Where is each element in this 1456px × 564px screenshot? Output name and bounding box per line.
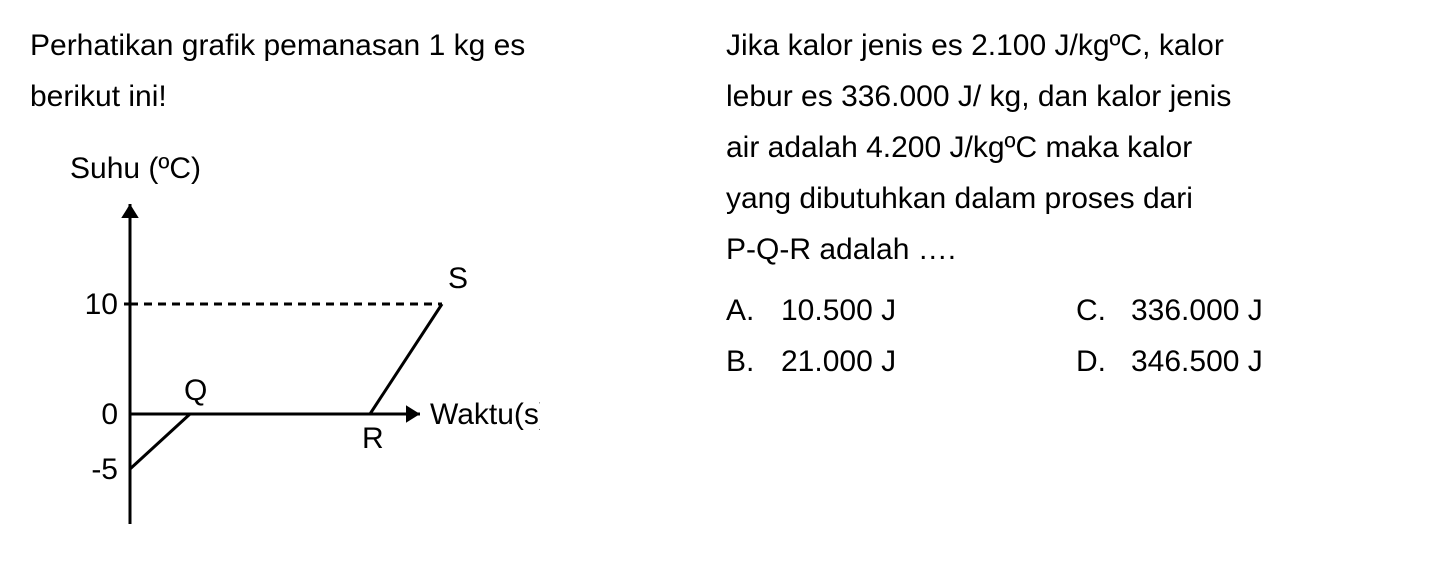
question-text: Jika kalor jenis es 2.100 J/kgºC, kalor …: [726, 20, 1426, 275]
answer-c-letter: C.: [1076, 285, 1131, 336]
answer-d-letter: D.: [1076, 336, 1131, 387]
right-column: Jika kalor jenis es 2.100 J/kgºC, kalor …: [706, 20, 1426, 544]
q-line-4: yang dibutuhkan dalam proses dari: [726, 182, 1193, 215]
answer-b-text: 21.000 J: [781, 336, 896, 387]
answers-col-1: A. 10.500 J B. 21.000 J: [726, 285, 1076, 387]
answer-a-letter: A.: [726, 285, 781, 336]
intro-text: Perhatikan grafik pemanasan 1 kg es beri…: [30, 20, 706, 122]
q-line-3: air adalah 4.200 J/kgºC maka kalor: [726, 131, 1192, 164]
answer-d: D. 346.500 J: [1076, 336, 1426, 387]
answer-a: A. 10.500 J: [726, 285, 1076, 336]
q-line-5: P-Q-R adalah ….: [726, 233, 956, 266]
svg-text:-5: -5: [91, 453, 118, 486]
left-column: Perhatikan grafik pemanasan 1 kg es beri…: [30, 20, 706, 544]
y-axis-title: Suhu (ºC): [70, 152, 706, 186]
answer-d-text: 346.500 J: [1131, 336, 1263, 387]
answer-b: B. 21.000 J: [726, 336, 1076, 387]
answer-a-text: 10.500 J: [781, 285, 896, 336]
intro-line-2: berikut ini!: [30, 80, 167, 113]
svg-text:0: 0: [101, 398, 118, 431]
chart-svg: Waktu(s) 10 0 -5 Q R S: [60, 194, 540, 534]
intro-line-1: Perhatikan grafik pemanasan 1 kg es: [30, 29, 525, 62]
q-line-1: Jika kalor jenis es 2.100 J/kgºC, kalor: [726, 29, 1224, 62]
answer-c: C. 336.000 J: [1076, 285, 1426, 336]
svg-text:Waktu(s): Waktu(s): [430, 398, 540, 431]
answers-block: A. 10.500 J B. 21.000 J C. 336.000 J D. …: [726, 285, 1426, 387]
heating-chart: Suhu (ºC) Waktu(s) 10 0 -5 Q R S: [60, 152, 706, 534]
svg-text:10: 10: [85, 288, 118, 321]
svg-text:Q: Q: [184, 374, 207, 407]
q-line-2: lebur es 336.000 J/ kg, dan kalor jenis: [726, 80, 1231, 113]
answer-b-letter: B.: [726, 336, 781, 387]
answer-c-text: 336.000 J: [1131, 285, 1263, 336]
svg-text:R: R: [362, 422, 384, 455]
answers-col-2: C. 336.000 J D. 346.500 J: [1076, 285, 1426, 387]
svg-text:S: S: [448, 262, 468, 295]
